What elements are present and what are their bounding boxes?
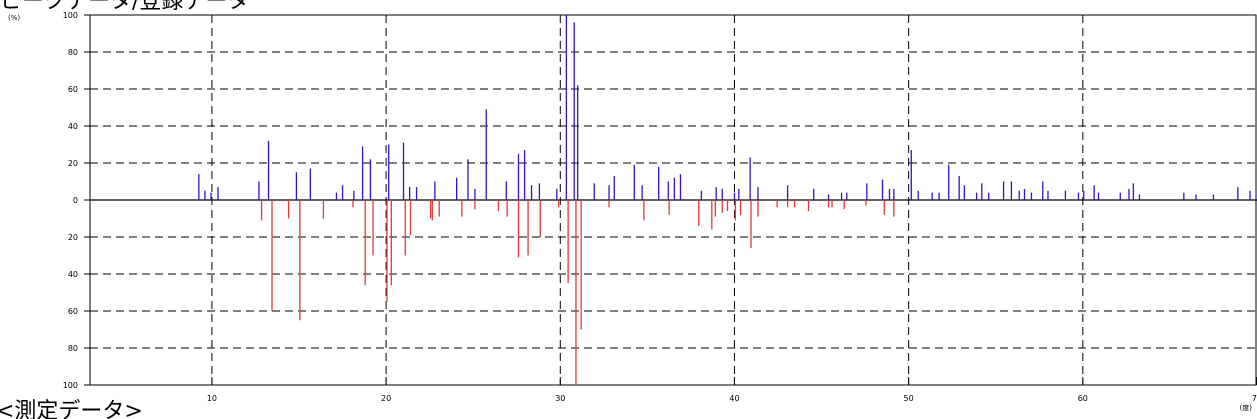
x-unit: (度) bbox=[1240, 403, 1253, 412]
y-tick-label: 60 bbox=[68, 307, 78, 316]
y-tick-label: 40 bbox=[68, 270, 78, 279]
y-tick-label: 80 bbox=[68, 48, 78, 57]
y-tick-label: 100 bbox=[63, 381, 78, 390]
y-tick-label: 100 bbox=[63, 11, 78, 20]
x-tick-label: 20 bbox=[381, 394, 391, 403]
y-tick-label: 40 bbox=[68, 122, 78, 131]
footer-label: <測定データ> bbox=[0, 399, 143, 419]
x-tick-label: 50 bbox=[904, 394, 914, 403]
x-tick-label: 60 bbox=[1078, 394, 1088, 403]
x-tick-label: 70 bbox=[1252, 394, 1257, 403]
y-tick-label: 20 bbox=[68, 159, 78, 168]
x-tick-label: 10 bbox=[207, 394, 217, 403]
y-tick-label: 60 bbox=[68, 85, 78, 94]
y-tick-label: 20 bbox=[68, 233, 78, 242]
x-tick-label: 30 bbox=[555, 394, 565, 403]
x-tick-label: 40 bbox=[729, 394, 739, 403]
y-tick-label: 0 bbox=[73, 196, 78, 205]
y-tick-label: 80 bbox=[68, 344, 78, 353]
y-unit: (%) bbox=[8, 14, 20, 22]
chart-title: ピークデータ/登録データ bbox=[0, 0, 249, 14]
